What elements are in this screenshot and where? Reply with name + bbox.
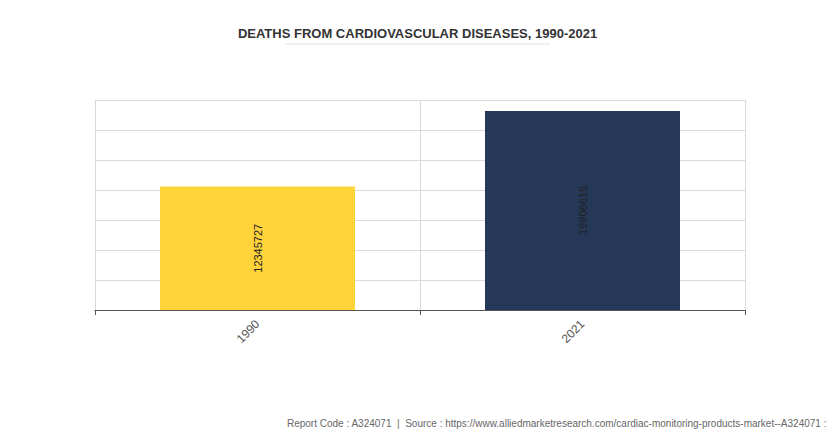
svg-text:1990: 1990 <box>234 317 263 346</box>
svg-text:DEATHS FROM CARDIOVASCULAR DIS: DEATHS FROM CARDIOVASCULAR DISEASES, 199… <box>238 26 597 41</box>
svg-text:12345727: 12345727 <box>252 224 264 273</box>
svg-text:19906615: 19906615 <box>577 186 589 235</box>
svg-text:2021: 2021 <box>559 317 588 346</box>
svg-text:Report Code : A324071 | Sour: Report Code : A324071 | Source : https:/… <box>287 418 827 429</box>
